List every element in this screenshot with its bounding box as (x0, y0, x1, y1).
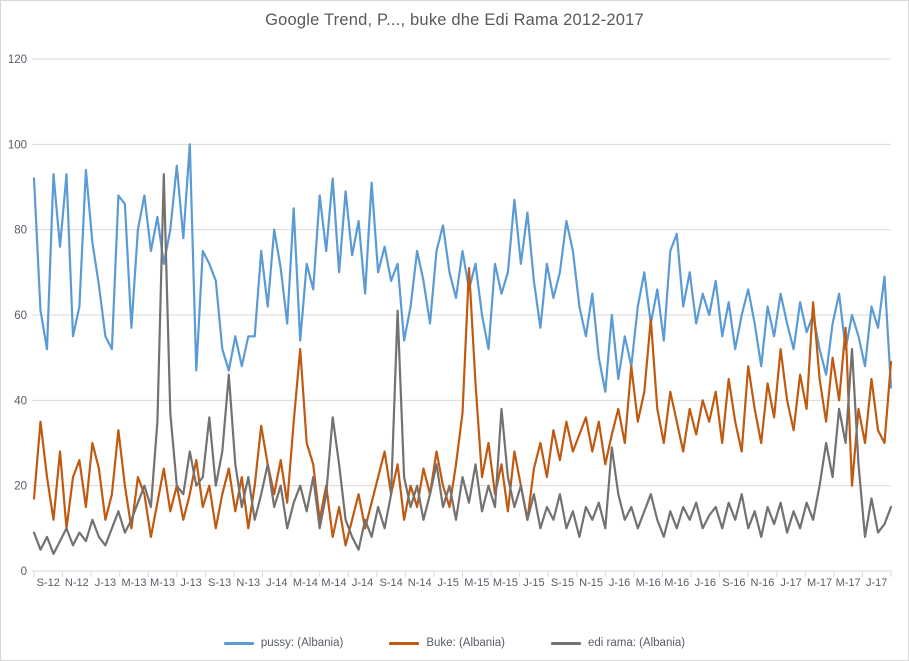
x-axis-label: N-12 (65, 577, 89, 589)
x-axis-label: S-16 (722, 577, 745, 589)
chart-title: Google Trend, P..., buke dhe Edi Rama 20… (265, 11, 644, 29)
legend-label-buke: Buke: (Albania) (426, 637, 505, 649)
x-axis-label: J-13 (180, 577, 201, 589)
legend-item-pussy: pussy: (Albania) (223, 637, 344, 649)
x-axis-label: J-15 (438, 577, 459, 589)
chart-legend: pussy: (Albania) Buke: (Albania) edi ram… (1, 637, 908, 649)
y-axis-label: 100 (8, 139, 27, 151)
x-axis-label: M-15 (493, 577, 518, 589)
x-axis-label: S-12 (37, 577, 60, 589)
series-line-Buke (32, 267, 893, 547)
x-axis-label: M-16 (636, 577, 661, 589)
x-axis-label: M-14 (321, 577, 346, 589)
x-axis-label: N-16 (751, 577, 775, 589)
y-axis-label: 120 (8, 54, 27, 66)
legend-item-edi-rama: edi rama: (Albania) (550, 637, 686, 649)
x-axis-label: N-15 (579, 577, 603, 589)
x-axis-label: M-17 (836, 577, 861, 589)
series-line-pussy (32, 143, 893, 393)
y-axis-label: 20 (14, 481, 27, 493)
legend-item-buke: Buke: (Albania) (389, 637, 505, 649)
x-axis-label: N-13 (236, 577, 260, 589)
y-axis-label: 60 (14, 310, 27, 322)
x-axis-label: J-14 (266, 577, 287, 589)
legend-line-swatch-pussy (223, 641, 254, 645)
x-axis-label: J-17 (780, 577, 801, 589)
x-axis-label: J-17 (866, 577, 887, 589)
x-axis-label: S-14 (379, 577, 402, 589)
x-axis-label: J-16 (695, 577, 716, 589)
x-axis-label: J-16 (609, 577, 630, 589)
legend-label-pussy: pussy: (Albania) (260, 637, 344, 649)
legend-line-swatch-edi-rama (550, 641, 581, 645)
series-line-edi-rama (32, 173, 893, 556)
x-axis-label: S-13 (208, 577, 231, 589)
legend-line-swatch-buke (389, 641, 420, 645)
y-axis-label: 80 (14, 225, 27, 237)
x-axis-label: M-16 (664, 577, 689, 589)
x-axis-label: S-15 (551, 577, 574, 589)
x-axis-label: M-17 (807, 577, 832, 589)
y-axis-label: 0 (21, 566, 27, 578)
x-axis-label: M-15 (464, 577, 489, 589)
x-axis-label: M-13 (150, 577, 175, 589)
x-axis-label: N-14 (408, 577, 432, 589)
x-axis-label: M-13 (121, 577, 146, 589)
legend-label-edi-rama: edi rama: (Albania) (587, 637, 686, 649)
x-axis-label: J-14 (352, 577, 373, 589)
x-axis-label: M-14 (293, 577, 318, 589)
x-axis-label: J-13 (95, 577, 116, 589)
y-axis-label: 40 (14, 395, 27, 407)
x-axis-label: J-15 (523, 577, 544, 589)
